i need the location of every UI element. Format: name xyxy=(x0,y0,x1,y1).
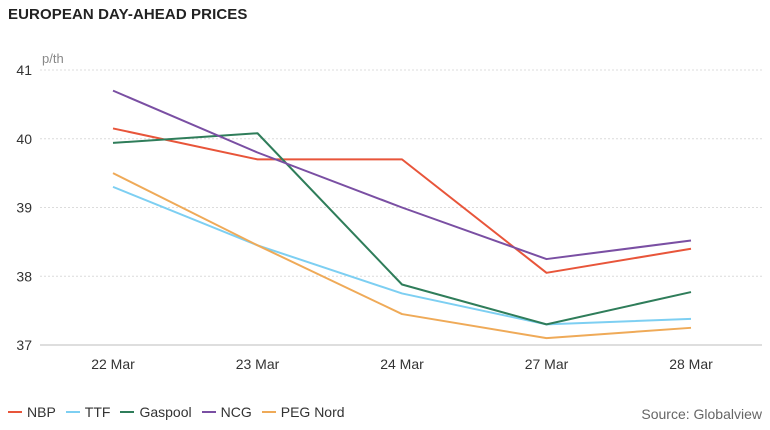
y-tick-label: 40 xyxy=(16,131,32,147)
series-line-ncg xyxy=(112,89,692,261)
series-line-nbp xyxy=(112,127,692,274)
legend-label: TTF xyxy=(84,404,111,420)
legend-swatch xyxy=(8,411,22,413)
legend-swatch xyxy=(120,411,135,413)
legend-label: Gaspool xyxy=(139,404,192,420)
x-axis-ticks: 22 Mar 23 Mar 24 Mar 27 Mar 28 Mar xyxy=(91,356,713,372)
series-line-peg-nord xyxy=(112,172,692,340)
x-tick-label: 27 Mar xyxy=(525,356,569,372)
legend-item: NBP xyxy=(8,404,56,420)
legend-label: PEG Nord xyxy=(280,404,345,420)
legend: NBP TTF Gaspool NCG PEG Nord xyxy=(8,404,355,420)
x-tick-label: 23 Mar xyxy=(236,356,280,372)
legend-swatch xyxy=(65,411,80,413)
y-tick-label: 39 xyxy=(16,200,32,216)
legend-swatch xyxy=(201,411,216,413)
legend-item: NCG xyxy=(201,404,252,420)
legend-item: TTF xyxy=(65,404,111,420)
y-tick-label: 38 xyxy=(16,268,32,284)
legend-label: NCG xyxy=(220,404,252,420)
y-tick-label: 41 xyxy=(16,62,32,78)
line-chart: p/th 37 38 39 40 41 22 Mar 23 Mar 24 Mar 27 Mar… xyxy=(16,51,762,372)
x-tick-label: 28 Mar xyxy=(669,356,713,372)
y-tick-label: 37 xyxy=(16,337,32,353)
legend-item: PEG Nord xyxy=(261,404,345,420)
series-lines xyxy=(112,89,692,340)
y-axis-ticks: 37 38 39 40 41 xyxy=(16,62,32,353)
series-line-gaspool xyxy=(112,132,692,326)
source-note: Source: Globalview xyxy=(641,406,762,422)
chart-title: EUROPEAN DAY-AHEAD PRICES xyxy=(8,6,248,23)
legend-item: Gaspool xyxy=(120,404,192,420)
x-tick-label: 24 Mar xyxy=(380,356,424,372)
legend-label: NBP xyxy=(27,404,56,420)
x-tick-label: 22 Mar xyxy=(91,356,135,372)
y-axis-unit: p/th xyxy=(42,51,64,66)
series-line-ttf xyxy=(112,185,692,326)
legend-swatch xyxy=(261,411,276,413)
